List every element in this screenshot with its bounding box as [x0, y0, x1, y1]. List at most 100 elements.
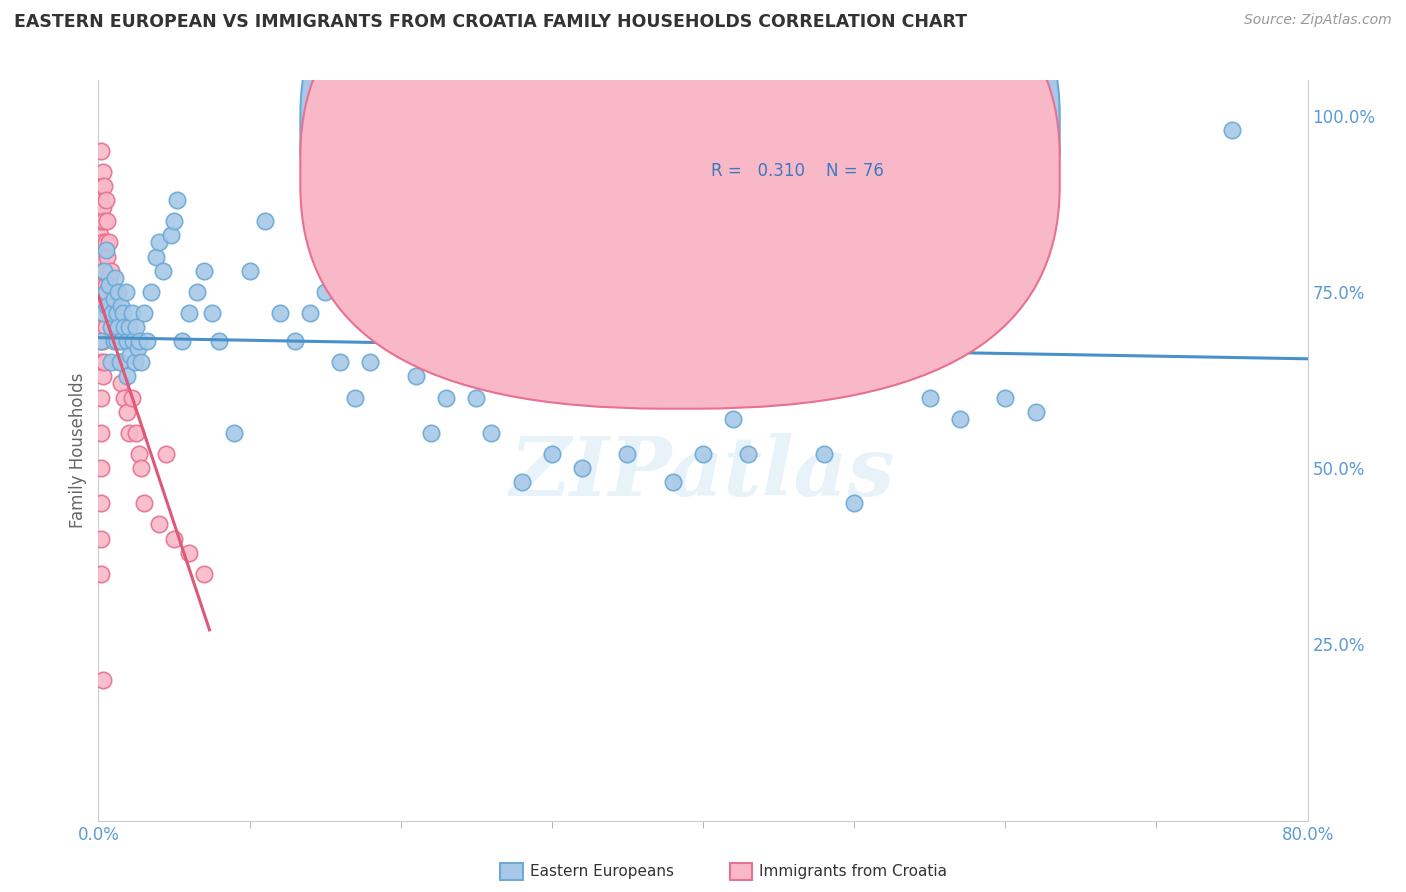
Point: [112, 391, 135, 405]
Point: [110, 376, 132, 391]
Point: [105, 334, 128, 348]
Point: [239, 263, 262, 277]
Point: [98, 270, 121, 285]
Point: [90, 214, 112, 228]
Point: [1220, 122, 1243, 136]
Point: [107, 320, 129, 334]
Point: [110, 299, 132, 313]
Point: [224, 425, 246, 440]
Point: [540, 447, 562, 461]
Point: [118, 425, 141, 440]
Point: [128, 447, 150, 461]
Point: [98, 235, 121, 250]
Point: [115, 369, 138, 384]
Point: [103, 334, 125, 348]
Point: [166, 193, 188, 207]
Point: [121, 306, 143, 320]
Point: [148, 517, 170, 532]
Point: [91, 306, 114, 320]
Point: [813, 447, 835, 461]
Point: [120, 348, 142, 362]
Point: [179, 306, 201, 320]
Point: [101, 285, 124, 299]
Point: [129, 461, 152, 475]
Point: [115, 334, 138, 348]
Point: [90, 532, 112, 546]
Point: [122, 334, 145, 348]
Point: [1024, 405, 1046, 419]
Point: [193, 263, 215, 277]
Point: [737, 447, 759, 461]
Point: [115, 405, 138, 419]
Point: [93, 355, 115, 369]
Point: [152, 263, 174, 277]
Point: [101, 320, 124, 334]
Point: [90, 306, 112, 320]
Point: [91, 369, 114, 384]
Point: [481, 425, 503, 440]
Point: [723, 411, 745, 425]
Point: [93, 263, 115, 277]
Point: [118, 320, 141, 334]
Point: [93, 179, 115, 194]
Point: [186, 285, 208, 299]
Point: [98, 277, 121, 292]
Point: [949, 411, 972, 425]
Point: [91, 334, 114, 348]
Point: [90, 496, 112, 510]
Text: R =   0.310    N = 76: R = 0.310 N = 76: [711, 162, 884, 180]
Point: [90, 391, 112, 405]
Point: [121, 391, 143, 405]
Point: [314, 285, 336, 299]
Point: [91, 263, 114, 277]
Text: R = -0.052    N = 80: R = -0.052 N = 80: [711, 121, 880, 139]
Point: [91, 235, 114, 250]
Point: [135, 334, 157, 348]
Point: [89, 263, 111, 277]
Text: Source: ZipAtlas.com: Source: ZipAtlas.com: [1244, 13, 1392, 28]
Point: [148, 235, 170, 250]
Point: [94, 235, 117, 250]
Point: [91, 200, 114, 214]
Point: [100, 263, 122, 277]
Point: [89, 228, 111, 243]
Point: [269, 306, 291, 320]
Point: [193, 566, 215, 581]
Point: [329, 355, 352, 369]
Text: Immigrants from Croatia: Immigrants from Croatia: [759, 864, 948, 879]
Text: ZIPatlas: ZIPatlas: [510, 433, 896, 513]
Point: [94, 285, 117, 299]
Point: [994, 391, 1017, 405]
Point: [112, 320, 135, 334]
Point: [90, 425, 112, 440]
Point: [253, 214, 276, 228]
Point: [844, 496, 866, 510]
Point: [616, 447, 638, 461]
Point: [111, 306, 134, 320]
Point: [96, 250, 118, 264]
Point: [96, 285, 118, 299]
Point: [90, 250, 112, 264]
Point: [107, 285, 129, 299]
Point: [101, 306, 124, 320]
Point: [90, 334, 112, 348]
Point: [90, 285, 112, 299]
Point: [100, 355, 122, 369]
Point: [90, 461, 112, 475]
Point: [510, 475, 533, 490]
Point: [90, 144, 112, 158]
Point: [90, 355, 112, 369]
Point: [360, 355, 382, 369]
FancyBboxPatch shape: [643, 103, 1029, 199]
Point: [163, 214, 186, 228]
FancyBboxPatch shape: [301, 0, 1060, 409]
Point: [103, 292, 125, 306]
Point: [145, 250, 167, 264]
Point: [108, 355, 131, 369]
FancyBboxPatch shape: [301, 0, 1060, 368]
Point: [160, 228, 183, 243]
Point: [129, 355, 152, 369]
Point: [105, 334, 128, 348]
Text: Eastern Europeans: Eastern Europeans: [530, 864, 673, 879]
Point: [100, 299, 122, 313]
